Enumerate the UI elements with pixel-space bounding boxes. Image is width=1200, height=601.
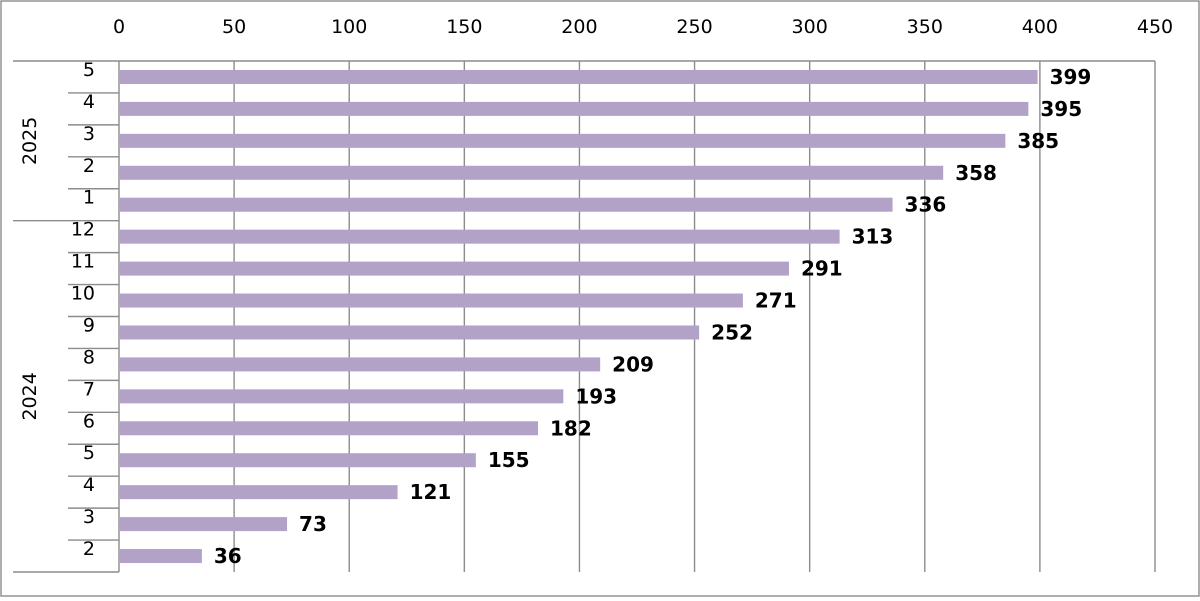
data-label-2025-5: 399 bbox=[1050, 65, 1092, 89]
bar-2025-1 bbox=[119, 197, 893, 212]
data-label-2024-6: 182 bbox=[550, 416, 592, 440]
data-label-2025-2: 358 bbox=[955, 161, 997, 185]
month-label-2024-6: 6 bbox=[83, 410, 95, 432]
data-label-2025-1: 336 bbox=[905, 193, 947, 217]
x-tick-label-0: 0 bbox=[113, 16, 125, 38]
data-label-2024-7: 193 bbox=[575, 384, 617, 408]
bar-2024-10 bbox=[119, 293, 743, 308]
bar-2024-9 bbox=[119, 325, 700, 340]
bar-2024-3 bbox=[119, 517, 288, 532]
data-label-2024-8: 209 bbox=[612, 352, 654, 376]
month-label-2024-10: 10 bbox=[71, 283, 95, 305]
data-label-2024-2: 36 bbox=[214, 544, 242, 568]
category-labels: 5 4 3 2 1 2025 12 11 10 9 8 7 6 5 4 3 2 2024 bbox=[19, 59, 95, 560]
x-tick-label-100: 100 bbox=[331, 16, 367, 38]
data-label-2024-11: 291 bbox=[801, 257, 843, 281]
bar-2024-2 bbox=[119, 549, 202, 564]
bar-2024-8 bbox=[119, 357, 601, 372]
data-label-2025-3: 385 bbox=[1017, 129, 1059, 153]
x-tick-label-350: 350 bbox=[907, 16, 943, 38]
x-tick-label-450: 450 bbox=[1137, 16, 1173, 38]
data-label-2024-10: 271 bbox=[755, 289, 797, 313]
bar-2024-4 bbox=[119, 485, 398, 500]
month-label-2025-5: 5 bbox=[83, 59, 95, 81]
x-tick-label-200: 200 bbox=[561, 16, 597, 38]
bar-2024-5 bbox=[119, 453, 476, 468]
data-label-2024-12: 313 bbox=[852, 225, 894, 249]
x-tick-label-150: 150 bbox=[446, 16, 482, 38]
month-label-2024-5: 5 bbox=[83, 442, 95, 464]
bar-2024-11 bbox=[119, 261, 789, 276]
x-tick-label-300: 300 bbox=[792, 16, 828, 38]
bar-2024-7 bbox=[119, 389, 564, 404]
month-label-2024-12: 12 bbox=[71, 219, 95, 241]
bar-2024-12 bbox=[119, 229, 840, 244]
bar-2025-4 bbox=[119, 101, 1029, 116]
data-label-2024-3: 73 bbox=[299, 512, 327, 536]
x-axis-ticks: 0 50 100 150 200 250 300 350 400 450 bbox=[113, 16, 1173, 38]
bar-2025-5 bbox=[119, 69, 1038, 84]
month-label-2024-9: 9 bbox=[83, 314, 95, 336]
month-label-2024-8: 8 bbox=[83, 346, 95, 368]
bar-2024-6 bbox=[119, 421, 539, 436]
bars bbox=[119, 69, 1038, 564]
data-label-2024-4: 121 bbox=[410, 480, 452, 504]
x-tick-label-400: 400 bbox=[1022, 16, 1058, 38]
month-label-2025-4: 4 bbox=[83, 91, 95, 113]
x-tick-label-50: 50 bbox=[222, 16, 246, 38]
group-label-2024: 2024 bbox=[19, 372, 41, 420]
bar-2025-2 bbox=[119, 165, 944, 180]
x-tick-label-250: 250 bbox=[676, 16, 712, 38]
month-label-2025-3: 3 bbox=[83, 123, 95, 145]
month-label-2024-2: 2 bbox=[83, 538, 95, 560]
month-label-2024-3: 3 bbox=[83, 506, 95, 528]
month-label-2024-11: 11 bbox=[71, 251, 95, 273]
data-label-2024-9: 252 bbox=[711, 320, 753, 344]
month-label-2025-1: 1 bbox=[83, 187, 95, 209]
month-label-2025-2: 2 bbox=[83, 155, 95, 177]
bar-2025-3 bbox=[119, 133, 1006, 148]
month-label-2024-7: 7 bbox=[83, 378, 95, 400]
data-label-2024-5: 155 bbox=[488, 448, 530, 472]
data-label-2025-4: 395 bbox=[1040, 97, 1082, 121]
group-label-2025: 2025 bbox=[19, 117, 41, 165]
month-label-2024-4: 4 bbox=[83, 474, 95, 496]
